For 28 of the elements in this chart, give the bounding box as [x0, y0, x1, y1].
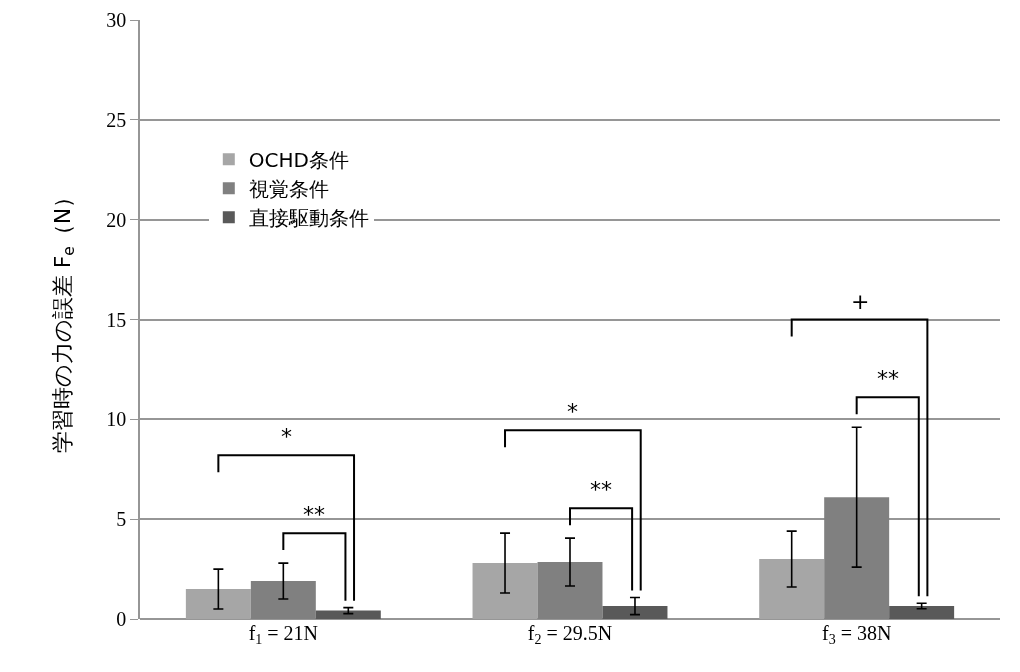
annotation: **	[877, 366, 899, 391]
y-tick-label: 20	[106, 208, 127, 231]
bar	[824, 497, 890, 619]
x-tick-label: f$_{1}$ = 21N	[248, 622, 319, 648]
annotation: +	[851, 289, 870, 314]
bar	[889, 606, 955, 619]
bar	[602, 606, 668, 619]
annotation: *	[281, 424, 292, 449]
legend-label: 視覚条件	[248, 177, 329, 202]
bar	[759, 559, 825, 619]
bar	[250, 581, 316, 619]
y-tick-label: 25	[106, 108, 127, 131]
bar	[537, 562, 603, 619]
legend-label: OCHD条件	[248, 148, 349, 173]
annotation: *	[567, 399, 578, 424]
y-tick-label: 10	[106, 408, 127, 431]
bar	[315, 610, 381, 619]
annotation: **	[303, 502, 325, 527]
y-tick-label: 30	[106, 9, 127, 31]
bar	[185, 589, 251, 619]
legend-label: 直接駆動条件	[248, 206, 369, 231]
x-tick-label: f$_{3}$ = 38N	[821, 622, 892, 648]
x-tick-label: f$_{2}$ = 29.5N	[527, 622, 613, 648]
y-tick-label: 15	[106, 308, 127, 331]
bar	[472, 563, 538, 619]
y-tick-label: 5	[116, 508, 127, 531]
annotation: **	[590, 477, 612, 502]
y-tick-label: 0	[116, 608, 127, 630]
